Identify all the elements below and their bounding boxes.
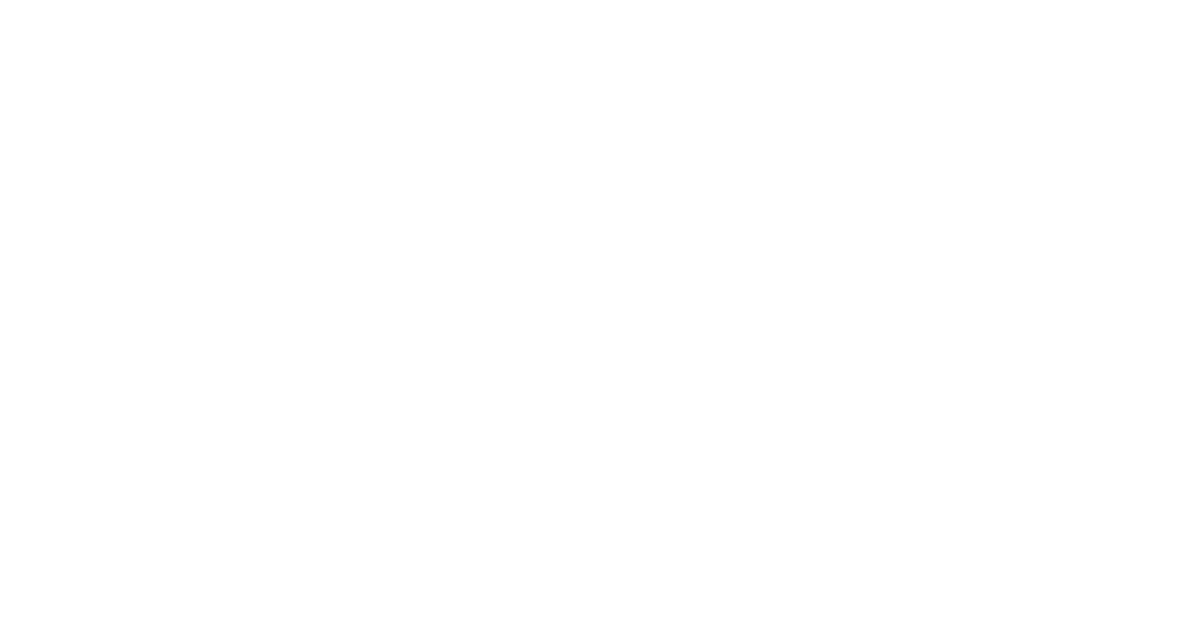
Text: f: f xyxy=(226,392,233,410)
FancyBboxPatch shape xyxy=(46,438,145,482)
Text: In the Mond process for the purification of nickel, carbon monoxide is reacted w: In the Mond process for the purification… xyxy=(48,148,1200,168)
Text: produce Ni(CO)₄, which is a gas and can therefore be separated from solid impuri: produce Ni(CO)₄, which is a gas and can … xyxy=(48,181,1061,201)
Text: Ni(s) + 4CO(g) ⇌ Ni(CO)₄(g): Ni(s) + 4CO(g) ⇌ Ni(CO)₄(g) xyxy=(48,242,391,262)
Bar xyxy=(0,0,1200,10)
Text: Assume that ΔG: Assume that ΔG xyxy=(48,383,236,403)
Text: is temperature-independent.: is temperature-independent. xyxy=(234,383,583,403)
Text: Given that the standard free energies of formation of CO(g) and Ni(CO)₄(g) are: Given that the standard free energies of… xyxy=(48,305,978,325)
Text: Enter your answer in the provided box.: Enter your answer in the provided box. xyxy=(48,88,510,108)
Text: 0: 0 xyxy=(220,358,232,376)
Text: −137.3 and −587.4 kJ/mol, respectively, calculate the equilibrium constant of th: −137.3 and −587.4 kJ/mol, respectively, … xyxy=(48,338,1200,358)
